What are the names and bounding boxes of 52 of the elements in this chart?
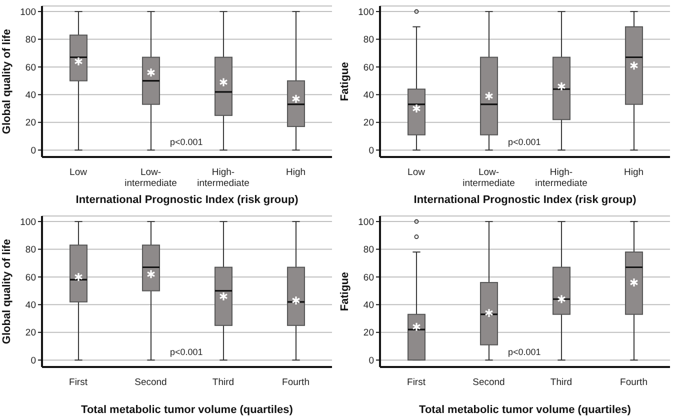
x-tick-label: Fourth (282, 376, 310, 388)
y-tick-label: 60 (25, 62, 36, 74)
y-axis-title: Global quality of life (0, 28, 13, 134)
y-tick-label: 0 (30, 145, 36, 156)
x-tick-label: Low (408, 167, 426, 178)
y-axis-title: Fatigue (338, 271, 351, 311)
x-tick-label: First (407, 376, 426, 388)
x-tick-label: Low (70, 167, 88, 178)
y-axis-title: Fatigue (338, 62, 351, 102)
annotation: p<0.001 (170, 137, 203, 147)
y-axis-title: Global quality of life (0, 238, 13, 344)
x-tick-label: Third (212, 376, 234, 388)
x-tick-label: High-intermediate (197, 167, 250, 189)
y-tick-label: 100 (20, 6, 36, 18)
y-tick-label: 0 (368, 354, 374, 366)
y-tick-label: 20 (25, 327, 36, 338)
y-tick-label: 100 (20, 216, 36, 228)
y-tick-label: 60 (363, 272, 374, 283)
x-axis-title: Total metabolic tumor volume (quartiles) (419, 404, 632, 416)
y-tick-label: 60 (25, 272, 36, 283)
x-tick-label: Second (472, 376, 505, 388)
annotation: p<0.001 (508, 137, 541, 147)
y-tick-label: 80 (25, 244, 36, 256)
y-tick-label: 100 (358, 216, 374, 228)
x-tick-label: Low-intermediate (124, 167, 177, 189)
y-tick-label: 40 (25, 300, 36, 311)
y-tick-label: 0 (368, 145, 374, 156)
y-tick-label: 80 (363, 244, 374, 256)
x-tick-label: First (69, 376, 88, 388)
y-tick-label: 40 (25, 90, 36, 102)
x-axis-title: Total metabolic tumor volume (quartiles) (81, 404, 294, 416)
x-axis-title: International Prognostic Index (risk group) (414, 194, 637, 206)
y-tick-label: 20 (363, 327, 374, 338)
y-tick-label: 0 (30, 354, 36, 366)
x-tick-label: Third (550, 376, 572, 388)
y-tick-label: 80 (25, 34, 36, 46)
y-tick-label: 80 (363, 34, 374, 46)
x-tick-label: Second (134, 376, 167, 388)
x-tick-label: High (624, 167, 644, 178)
y-tick-label: 20 (363, 118, 374, 129)
y-tick-label: 20 (25, 118, 36, 129)
annotation: p<0.001 (508, 346, 541, 356)
annotation: p<0.001 (170, 346, 203, 356)
y-tick-label: 60 (363, 62, 374, 74)
y-tick-label: 40 (363, 90, 374, 102)
x-tick-label: High (286, 167, 306, 178)
y-tick-label: 40 (363, 300, 374, 311)
x-tick-label: High-intermediate (535, 167, 588, 189)
x-tick-label: Fourth (620, 376, 648, 388)
x-tick-label: Low-intermediate (462, 167, 515, 189)
x-axis-title: International Prognostic Index (risk group) (76, 194, 299, 206)
y-tick-label: 100 (358, 6, 374, 18)
